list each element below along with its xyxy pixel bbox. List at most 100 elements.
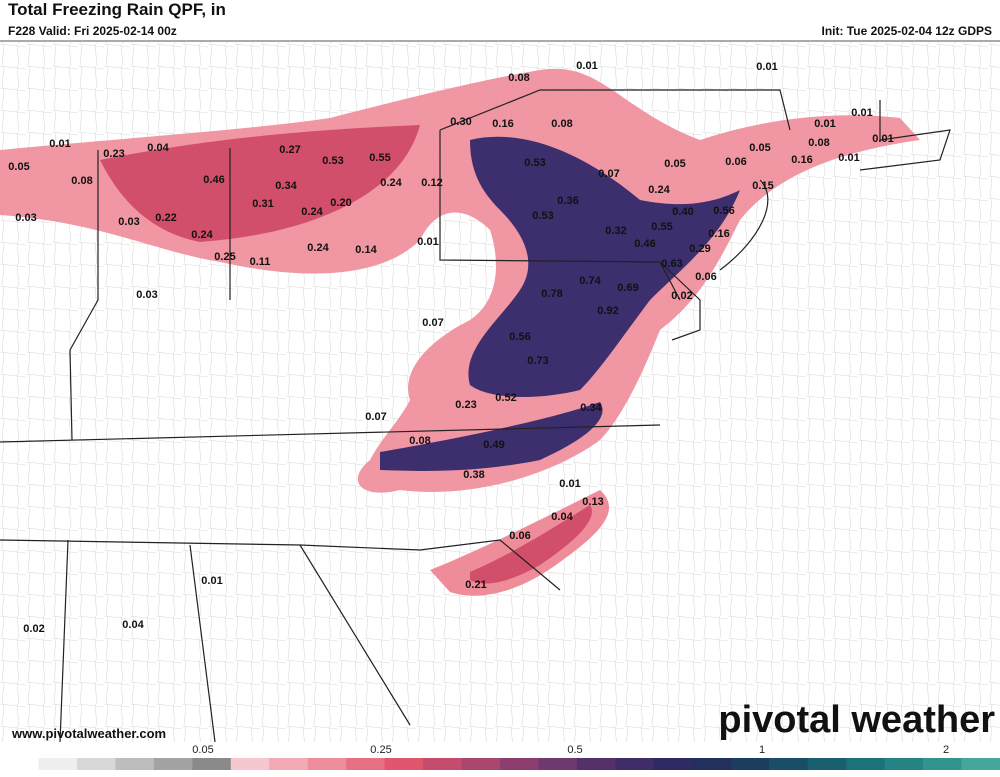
value-label: 0.04 [551,511,573,523]
coast [719,179,769,271]
colorbar-swatch [653,758,693,770]
colorbar-swatch [0,758,39,770]
value-label: 0.24 [648,184,670,196]
colorbar-swatch [153,758,193,770]
value-label: 0.31 [252,198,273,210]
value-label: 0.06 [725,156,746,168]
value-label: 0.34 [580,402,602,414]
value-label: 0.11 [250,256,271,268]
value-label: 0.34 [275,180,297,192]
value-label: 0.56 [713,205,734,217]
value-labels: 0.08 0.01 0.01 0.30 0.16 0.08 0.01 0.23 0.04 0.27… [8,60,893,635]
value-label: 0.27 [279,144,300,156]
value-label: 0.12 [421,177,442,189]
title: Total Freezing Rain QPF, in [8,0,226,19]
value-label: 0.16 [708,228,729,240]
value-label: 0.46 [634,238,655,250]
value-label: 0.01 [756,61,777,73]
value-label: 0.15 [752,180,773,192]
colorbar-swatch [230,758,270,770]
value-label: 0.69 [617,282,638,294]
value-label: 0.08 [551,118,572,130]
logo: pivotal weather [718,699,995,741]
value-label: 0.06 [509,530,530,542]
value-label: 0.20 [330,197,351,209]
value-label: 0.29 [689,243,710,255]
colorbar-swatch [538,758,578,770]
border [439,89,791,131]
colorbar-swatch [307,758,347,770]
colorbar [0,758,1000,770]
border [59,539,69,743]
value-label: 0.46 [203,174,224,186]
colorbar-swatch [961,758,1000,770]
colorbar-swatch [423,758,463,770]
value-label: 0.23 [103,148,124,160]
value-label: 0.36 [557,195,578,207]
valid-time: F228 Valid: Fri 2025-02-14 00z [8,24,177,38]
value-label: 0.63 [661,258,682,270]
value-label: 0.02 [671,290,692,302]
value-label: 0.38 [463,469,484,481]
colorbar-swatch [76,758,116,770]
value-label: 0.01 [838,152,859,164]
colorbar-label: 1 [759,744,765,756]
colorbar-swatch [576,758,616,770]
value-label: 0.22 [155,212,176,224]
value-label: 0.13 [582,496,603,508]
coast [859,100,951,171]
colorbar-swatch [115,758,155,770]
shade-dark [468,136,740,397]
value-label: 0.01 [417,236,438,248]
value-label: 0.07 [598,168,619,180]
colorbar-swatch [346,758,386,770]
value-label: 0.14 [355,244,377,256]
value-label: 0.30 [450,116,471,128]
website: www.pivotalweather.com [11,726,166,741]
value-label: 0.04 [147,142,169,154]
value-label: 0.74 [579,275,601,287]
value-label: 0.08 [808,137,829,149]
border [69,150,99,441]
colorbar-label: 0.05 [192,744,213,756]
value-label: 0.78 [541,288,562,300]
border [0,424,661,443]
value-label: 0.25 [214,251,235,263]
value-label: 0.55 [651,221,672,233]
colorbar-swatch [846,758,886,770]
border [189,544,216,743]
colorbar-ticks: 0.05 0.25 0.5 1 2 [192,744,949,756]
colorbar-swatch [923,758,963,770]
value-label: 0.03 [118,216,139,228]
colorbar-swatch [269,758,309,770]
value-label: 0.01 [851,107,872,119]
colorbar-swatch [807,758,847,770]
value-label: 0.05 [749,142,770,154]
shade-mid [470,505,592,584]
border [439,130,681,301]
colorbar-swatch [384,758,424,770]
value-label: 0.01 [559,478,580,490]
shade-mid [100,125,420,242]
value-label: 0.24 [191,229,213,241]
value-label: 0.02 [23,623,44,635]
value-label: 0.08 [508,72,529,84]
value-label: 0.16 [492,118,513,130]
value-label: 0.49 [483,439,504,451]
value-label: 0.01 [576,60,597,72]
colorbar-swatch [730,758,770,770]
value-label: 0.73 [527,355,548,367]
value-label: 0.92 [597,305,618,317]
colorbar-swatch [615,758,655,770]
value-label: 0.32 [605,225,626,237]
value-label: 0.53 [524,157,545,169]
shade-light [430,490,610,596]
value-label: 0.07 [422,317,443,329]
value-label: 0.21 [465,579,486,591]
value-label: 0.55 [369,152,390,164]
value-label: 0.03 [136,289,157,301]
value-label: 0.24 [307,242,329,254]
value-label: 0.03 [15,212,36,224]
header-bg [0,0,1000,42]
